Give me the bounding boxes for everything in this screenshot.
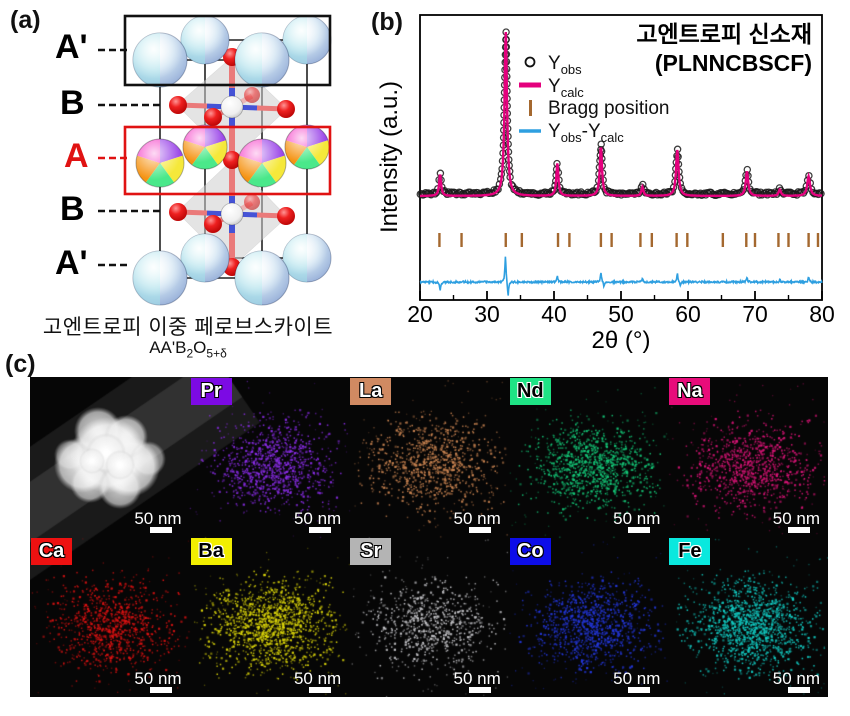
x-tick-label: 80 [809, 301, 835, 327]
scale-label: 50 nm [453, 669, 501, 688]
element-label-sr: Sr [350, 538, 392, 565]
element-label-nd: Nd [509, 378, 551, 405]
x-tick-label: 70 [742, 301, 768, 327]
scale-bar [309, 527, 332, 533]
legend-calc-label: Ycalc [548, 76, 584, 100]
scale-bar [628, 527, 651, 533]
scale-label: 50 nm [453, 509, 501, 528]
legend-markers [519, 56, 541, 133]
site-label: A' [55, 244, 88, 282]
scale-bar [149, 527, 172, 533]
legend-diff-label: Yobs-Ycalc [548, 121, 624, 145]
panel-a-label: (a) [10, 6, 41, 34]
site-label: A [64, 137, 89, 175]
legend-obs-marker [524, 56, 536, 68]
scale-label: 50 nm [772, 669, 820, 688]
leader-lines [98, 48, 163, 267]
element-label-pr: Pr [190, 378, 232, 405]
scale-label: 50 nm [772, 509, 820, 528]
scale-bar [149, 687, 172, 693]
site-label: A' [55, 28, 88, 66]
scale-label: 50 nm [293, 669, 342, 688]
panel-a-formula: AA'B2O5+δ [6, 338, 370, 360]
element-label-fe: Fe [669, 538, 711, 565]
xrd-plot [416, 14, 825, 301]
scale-bar [788, 687, 810, 693]
bonds-and-atoms [169, 48, 295, 276]
x-tick-label: 40 [541, 301, 567, 327]
element-label-la: La [350, 378, 392, 405]
oxygen-atoms [169, 48, 295, 276]
scale-bar [468, 527, 491, 533]
formula-subscript: 5+δ [206, 346, 227, 361]
panel-a-caption: 고엔트로피 이중 페로브스카이트 [42, 316, 334, 339]
oxygen-atom-back [244, 194, 260, 210]
formula-base: AA'B [149, 338, 187, 357]
x-tick-label: 50 [608, 301, 634, 327]
scale-bar [309, 687, 332, 693]
formula-base: O [193, 338, 207, 357]
oxygen-atom-back [244, 87, 260, 103]
crystal-structure-drawing [98, 14, 332, 306]
b-site-atom [220, 202, 244, 226]
eds-maps-canvas [30, 377, 828, 697]
panel-b-label: (b) [371, 8, 403, 36]
element-label-ba: Ba [190, 538, 232, 565]
a-layer-box [123, 125, 332, 196]
scale-bar [788, 527, 810, 533]
x-tick-label: 30 [474, 301, 500, 327]
legend-bragg-label: Bragg position [548, 98, 670, 119]
panel-b-title-line2: (PLNNCBSCF) [654, 50, 812, 76]
formula-subscript: 2 [186, 346, 194, 361]
scale-label: 50 nm [134, 669, 182, 688]
scale-label: 50 nm [613, 509, 661, 528]
legend-obs-label: Yobs [548, 53, 582, 77]
scale-label: 50 nm [134, 509, 182, 528]
panel-b-title-line1: 고엔트로피 신소재 [636, 21, 812, 47]
y-axis-label: Intensity (a.u.) [376, 80, 403, 234]
scale-label: 50 nm [613, 669, 661, 688]
b-site-atom [220, 95, 244, 119]
panel-c-label: (c) [5, 350, 36, 378]
panel-b-title: 고엔트로피 신소재 (PLNNCBSCF) [520, 20, 812, 78]
x-tick-label: 20 [407, 301, 433, 327]
site-label: B [60, 190, 85, 228]
x-tick-label: 60 [675, 301, 701, 327]
scale-bar [468, 687, 491, 693]
scale-bar [628, 687, 651, 693]
element-label-na: Na [669, 378, 711, 405]
scale-label: 50 nm [293, 509, 342, 528]
x-axis-label: 2θ (°) [591, 327, 651, 354]
element-label-co: Co [509, 538, 551, 565]
element-label-ca: Ca [31, 538, 72, 565]
site-label: B [60, 84, 85, 122]
